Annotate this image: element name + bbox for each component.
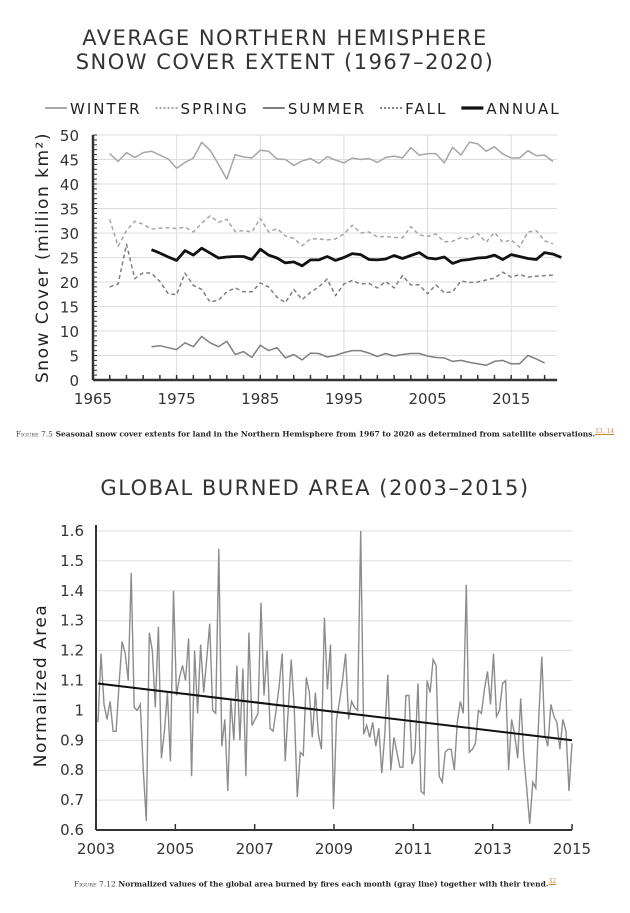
x-tick-label: 2011 (394, 840, 432, 858)
y-tick-label: 50 (60, 127, 79, 145)
y-tick-label: 0.6 (60, 821, 84, 839)
x-tick-label: 2007 (236, 840, 274, 858)
chart2-caption-prefix: Figure 7.12 (73, 879, 116, 889)
y-tick-label: 25 (60, 250, 79, 268)
legend-label-spring: SPRING (181, 100, 249, 118)
y-axis-title: Snow Cover (million km²) (33, 132, 53, 383)
y-tick-label: 1.2 (60, 642, 84, 660)
y-tick-label: 0.9 (60, 731, 84, 749)
y-tick-label: 15 (60, 299, 79, 317)
y-tick-label: 1.3 (60, 612, 84, 630)
chart2-caption-text: Normalized values of the global area bur… (118, 879, 549, 889)
series-line-spring (108, 215, 554, 248)
y-tick-label: 0.7 (60, 791, 84, 809)
x-tick-label: 2009 (315, 840, 353, 858)
chart1-title-line1: AVERAGE NORTHERN HEMISPHERE (82, 26, 488, 50)
y-tick-label: 0.8 (60, 761, 84, 779)
chart2-caption-ref[interactable]: 32 (548, 878, 557, 885)
legend-label-winter: WINTER (70, 100, 142, 118)
chart1-caption-ref-2[interactable]: 14 (606, 428, 615, 435)
series-line-fall (109, 243, 554, 304)
y-tick-label: 1.5 (60, 552, 84, 570)
y-tick-label: 20 (60, 274, 79, 292)
x-tick-label: 2015 (553, 840, 591, 858)
series-line-winter (109, 141, 554, 180)
y-tick-label: 45 (60, 152, 79, 170)
y-tick-label: 40 (60, 176, 79, 194)
y-tick-label: 1.4 (60, 582, 84, 600)
chart1-caption-text: Seasonal snow cover extents for land in … (55, 429, 596, 439)
x-tick-label: 2013 (474, 840, 512, 858)
legend-label-fall: FALL (405, 100, 447, 118)
y-tick-label: 10 (60, 323, 79, 341)
y-tick-label: 5 (69, 348, 79, 366)
x-tick-label: 1985 (241, 390, 279, 408)
x-tick-label: 2015 (492, 390, 530, 408)
series-line-annual (150, 246, 562, 268)
y-axis-title: Normalized Area (31, 604, 51, 767)
y-tick-label: 0 (69, 372, 79, 390)
legend-label-summer: SUMMER (288, 100, 366, 118)
chart1-caption: Figure 7.5 Seasonal snow cover extents f… (15, 428, 615, 439)
series-line-trend (97, 682, 573, 742)
x-tick-label: 2005 (408, 390, 446, 408)
chart2-title: GLOBAL BURNED AREA (2003–2015) (100, 476, 530, 500)
snow-cover-chart: 0 5 10 15 20 25 30 35 40 45 50 1965 1975 1985 1995 2005… (33, 100, 562, 408)
x-tick-label: 1995 (325, 390, 363, 408)
series-line-monthly-burned-area (97, 530, 573, 825)
y-tick-label: 35 (60, 201, 79, 219)
y-tick-label: 1.1 (60, 672, 84, 690)
x-tick-label: 1975 (158, 390, 196, 408)
y-tick-label: 1.6 (60, 522, 84, 540)
y-tick-label: 30 (60, 225, 79, 243)
chart2-caption: Figure 7.12 Normalized values of the glo… (0, 876, 630, 891)
x-tick-label: 2003 (77, 840, 115, 858)
x-tick-label: 2005 (156, 840, 194, 858)
chart1-title-line2: SNOW COVER EXTENT (1967–2020) (75, 50, 495, 74)
x-tick-label: 1965 (74, 390, 112, 408)
legend-label-annual: ANNUAL (486, 100, 560, 118)
chart1-caption-ref-1[interactable]: 13 (595, 428, 603, 435)
y-tick-label: 1 (74, 701, 84, 719)
chart1-caption-prefix: Figure 7.5 (15, 429, 53, 439)
series-line-summer (151, 335, 545, 367)
